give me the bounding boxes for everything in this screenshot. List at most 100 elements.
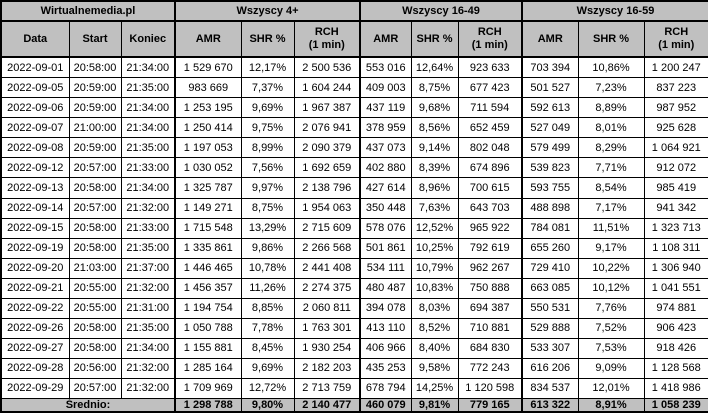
cell-amr-4plus: 1 030 052	[174, 157, 242, 179]
cell-shr-16-59: 8,54%	[577, 177, 645, 199]
cell-shr-4plus: 9,97%	[240, 177, 295, 199]
cell-shr-16-59: 7,53%	[577, 337, 645, 359]
cell-shr-16-49: 9,58%	[410, 357, 459, 379]
cell-rch-4plus: 1 692 659	[293, 157, 361, 179]
cell-rch-16-59: 925 628	[643, 117, 708, 139]
cell-date: 2022-09-13	[0, 177, 70, 199]
cell-rch-16-59: 974 881	[643, 297, 708, 319]
cell-rch-4plus: 2 715 609	[293, 217, 361, 239]
cell-start: 20:57:00	[68, 197, 122, 219]
cell-end: 21:35:00	[120, 77, 176, 99]
cell-shr-16-59: 8,29%	[577, 137, 645, 159]
cell-rch-4plus: 2 060 811	[293, 297, 361, 319]
cell-rch-16-49: 643 703	[457, 197, 523, 219]
cell-shr-4plus: 7,37%	[240, 77, 295, 99]
cell-amr-4plus: 1 197 053	[174, 137, 242, 159]
table-row: 2022-09-14 20:57:00 21:32:00 1 149 271 8,75%…	[0, 197, 708, 219]
column-header-data: Data	[0, 20, 70, 58]
cell-start: 20:58:00	[68, 237, 122, 259]
cell-date: 2022-09-28	[0, 357, 70, 379]
cell-rch-16-59: 1 108 311	[643, 237, 708, 259]
average-shr-16-49: 9,81%	[410, 398, 459, 413]
cell-shr-4plus: 8,99%	[240, 137, 295, 159]
cell-shr-4plus: 9,69%	[240, 97, 295, 119]
cell-rch-16-59: 1 200 247	[643, 56, 708, 79]
column-header-amr-4plus: AMR	[174, 20, 242, 58]
cell-amr-16-59: 729 410	[521, 257, 579, 279]
cell-shr-16-49: 8,39%	[410, 157, 459, 179]
table-footer: Średnio: 1 298 788 9,80% 2 140 477 460 0…	[0, 398, 708, 413]
cell-date: 2022-09-12	[0, 157, 70, 179]
cell-amr-16-59: 488 898	[521, 197, 579, 219]
cell-amr-4plus: 1 529 670	[174, 56, 242, 79]
cell-rch-16-59: 1 064 921	[643, 137, 708, 159]
cell-date: 2022-09-29	[0, 377, 70, 400]
cell-shr-4plus: 8,45%	[240, 337, 295, 359]
cell-date: 2022-09-26	[0, 317, 70, 339]
cell-shr-4plus: 13,29%	[240, 217, 295, 239]
cell-rch-16-59: 1 306 940	[643, 257, 708, 279]
cell-amr-16-59: 550 531	[521, 297, 579, 319]
cell-start: 20:55:00	[68, 277, 122, 299]
cell-amr-16-49: 435 253	[359, 357, 412, 379]
cell-date: 2022-09-27	[0, 337, 70, 359]
cell-shr-16-49: 8,56%	[410, 117, 459, 139]
cell-amr-16-59: 529 888	[521, 317, 579, 339]
column-header-row: Data Start Koniec AMR SHR % RCH (1 min) …	[0, 20, 708, 58]
cell-start: 21:03:00	[68, 257, 122, 279]
cell-start: 20:59:00	[68, 77, 122, 99]
table-row: 2022-09-26 20:58:00 21:35:00 1 050 788 7,78%…	[0, 317, 708, 339]
cell-rch-16-49: 694 387	[457, 297, 523, 319]
cell-amr-16-59: 784 081	[521, 217, 579, 239]
cell-shr-16-59: 8,89%	[577, 97, 645, 119]
column-header-rch-4plus: RCH (1 min)	[293, 20, 361, 58]
cell-date: 2022-09-01	[0, 56, 70, 79]
cell-start: 20:55:00	[68, 297, 122, 319]
cell-shr-4plus: 8,85%	[240, 297, 295, 319]
cell-amr-16-49: 350 448	[359, 197, 412, 219]
cell-shr-16-49: 9,68%	[410, 97, 459, 119]
column-header-start: Start	[68, 20, 122, 58]
cell-amr-4plus: 1 149 271	[174, 197, 242, 219]
table-row: 2022-09-22 20:55:00 21:31:00 1 194 754 8,85%…	[0, 297, 708, 319]
average-label: Średnio:	[0, 398, 176, 413]
cell-shr-16-49: 8,52%	[410, 317, 459, 339]
average-rch-16-59: 1 058 239	[643, 398, 708, 413]
cell-shr-16-59: 7,17%	[577, 197, 645, 219]
average-amr-16-59: 613 322	[521, 398, 579, 413]
cell-rch-16-49: 1 120 598	[457, 377, 523, 400]
cell-shr-4plus: 9,75%	[240, 117, 295, 139]
cell-shr-16-49: 14,25%	[410, 377, 459, 400]
cell-rch-16-49: 772 243	[457, 357, 523, 379]
cell-start: 20:58:00	[68, 217, 122, 239]
average-rch-16-49: 779 165	[457, 398, 523, 413]
cell-amr-16-49: 437 073	[359, 137, 412, 159]
cell-rch-4plus: 2 182 203	[293, 357, 361, 379]
cell-rch-16-49: 750 888	[457, 277, 523, 299]
cell-amr-16-59: 501 527	[521, 77, 579, 99]
cell-end: 21:33:00	[120, 157, 176, 179]
cell-rch-4plus: 1 763 301	[293, 317, 361, 339]
cell-amr-4plus: 1 335 861	[174, 237, 242, 259]
cell-shr-16-59: 9,09%	[577, 357, 645, 379]
average-shr-4plus: 9,80%	[240, 398, 295, 413]
cell-rch-16-59: 1 041 551	[643, 277, 708, 299]
average-amr-16-49: 460 079	[359, 398, 412, 413]
column-header-rch-16-59: RCH (1 min)	[643, 20, 708, 58]
cell-rch-16-49: 684 830	[457, 337, 523, 359]
cell-rch-16-49: 711 594	[457, 97, 523, 119]
cell-rch-16-59: 1 323 713	[643, 217, 708, 239]
cell-shr-4plus: 9,69%	[240, 357, 295, 379]
cell-shr-16-49: 8,75%	[410, 77, 459, 99]
cell-start: 20:58:00	[68, 177, 122, 199]
cell-end: 21:33:00	[120, 217, 176, 239]
cell-rch-4plus: 1 954 063	[293, 197, 361, 219]
cell-shr-4plus: 9,86%	[240, 237, 295, 259]
cell-rch-16-49: 674 896	[457, 157, 523, 179]
cell-end: 21:35:00	[120, 317, 176, 339]
cell-amr-16-49: 394 078	[359, 297, 412, 319]
column-header-koniec: Koniec	[120, 20, 176, 58]
table-row: 2022-09-28 20:56:00 21:32:00 1 285 164 9,69%…	[0, 357, 708, 379]
cell-date: 2022-09-14	[0, 197, 70, 219]
